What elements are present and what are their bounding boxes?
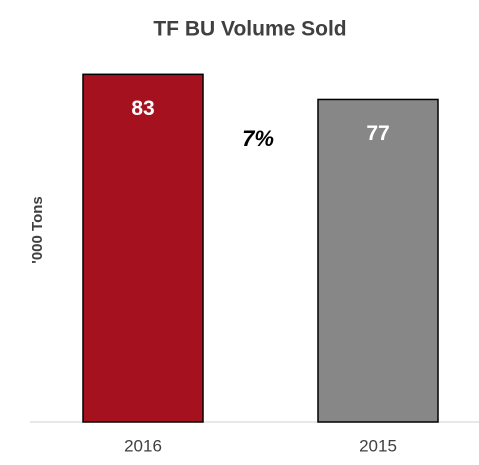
- x-tick-label: 2015: [359, 436, 397, 455]
- annotation: 7%: [242, 126, 274, 151]
- chart-title: TF BU Volume Sold: [153, 18, 346, 41]
- bar: [317, 98, 439, 423]
- y-axis-label: '000 Tons: [29, 196, 46, 263]
- data-label: 83: [131, 97, 154, 120]
- data-label: 77: [366, 122, 389, 145]
- x-tick-label: 2016: [124, 436, 162, 455]
- bar: [82, 73, 204, 423]
